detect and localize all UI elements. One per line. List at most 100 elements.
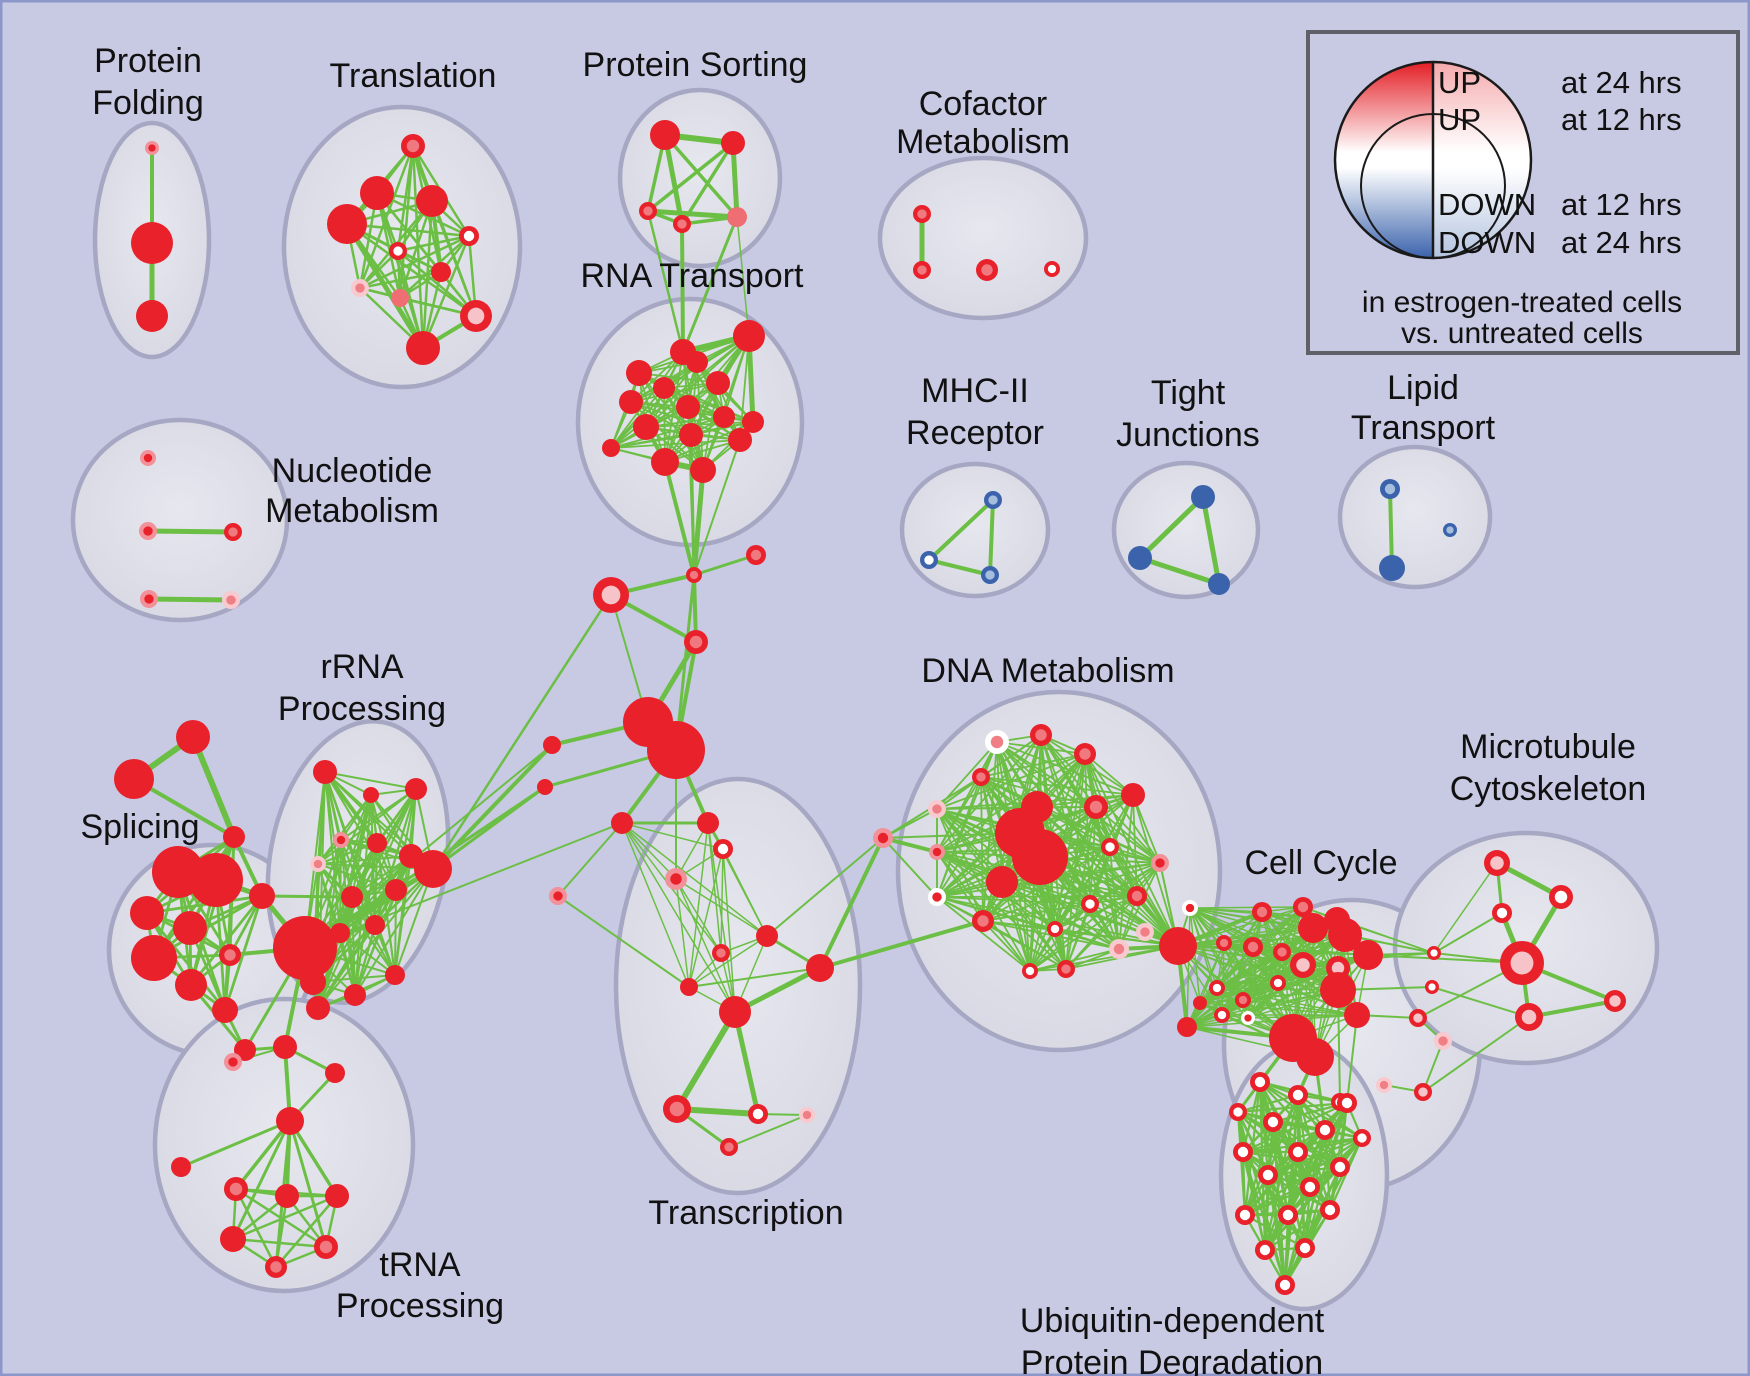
network-node-core	[977, 915, 989, 927]
cluster-label-line: Metabolism	[896, 123, 1070, 161]
network-edge	[732, 1009, 761, 1117]
network-edge	[927, 558, 992, 577]
network-node	[537, 779, 553, 795]
legend-footer-line: vs. untreated cells	[1401, 317, 1643, 350]
network-edge	[663, 387, 754, 423]
network-node-core	[1299, 1242, 1311, 1254]
network-node	[653, 377, 675, 399]
network-node-core	[1185, 903, 1195, 913]
network-edge	[1241, 1128, 1327, 1154]
cluster-label-line: Receptor	[906, 414, 1044, 452]
network-edge	[376, 842, 396, 976]
network-node	[647, 721, 705, 779]
network-edge	[675, 878, 768, 937]
network-node	[273, 916, 337, 980]
network-edge	[1199, 942, 1225, 1004]
network-edge	[936, 895, 1138, 898]
network-edge	[1527, 999, 1617, 1019]
network-edge	[312, 974, 396, 983]
network-node-core	[1089, 800, 1103, 814]
cluster-ellipse-mhc-ii-receptor	[899, 461, 1051, 599]
network-node	[1379, 555, 1405, 581]
network-edge	[1132, 794, 1161, 864]
cluster-label-rna-transport: RNA Transport	[581, 257, 805, 295]
network-edge	[354, 868, 434, 996]
network-edge	[980, 776, 1134, 796]
network-edge	[936, 896, 1031, 972]
network-edge	[1189, 907, 1201, 1004]
network-edge	[1283, 1165, 1342, 1287]
cluster-label-line: Ubiquitin-dependent	[1020, 1302, 1325, 1340]
network-node-core	[601, 585, 621, 605]
network-edge	[691, 467, 706, 578]
network-edge	[1422, 1040, 1444, 1093]
network-node-core	[1254, 1076, 1266, 1088]
network-edge	[693, 439, 741, 576]
network-edge	[1186, 907, 1191, 1028]
network-node	[1208, 573, 1230, 595]
cluster-labels: Protein Folding Translation Protein Sorting…	[80, 42, 1646, 1376]
network-node	[619, 390, 643, 414]
cluster-label-microtubule-cytoskeleton: Microtubule Cytoskeleton	[1450, 728, 1647, 808]
network-edge	[1189, 906, 1304, 909]
cluster-label-splicing: Splicing	[80, 808, 199, 846]
network-node	[173, 911, 207, 945]
network-edge	[688, 935, 768, 988]
network-edge	[1221, 989, 1339, 1016]
network-edge	[692, 553, 758, 577]
cluster-label-transcription: Transcription	[648, 1194, 843, 1232]
network-edge	[145, 528, 236, 535]
network-node-core	[553, 891, 563, 901]
cluster-ellipse-lipid-transport	[1337, 444, 1493, 590]
network-edge	[663, 133, 739, 219]
network-edge	[645, 416, 725, 428]
network-node-core	[1334, 1161, 1346, 1173]
network-node-core	[224, 949, 236, 961]
network-edge	[663, 133, 684, 226]
network-node	[249, 883, 275, 909]
cluster-label-line: Microtubule	[1460, 728, 1636, 766]
network-node-core	[932, 804, 942, 814]
network-node	[367, 833, 387, 853]
network-node-core	[1282, 1209, 1294, 1221]
network-node	[220, 1226, 246, 1252]
network-edge	[882, 837, 938, 898]
network-node-core	[724, 1142, 734, 1152]
network-node-core	[990, 735, 1004, 749]
network-edge	[1337, 989, 1341, 1103]
network-edge	[1277, 982, 1358, 1016]
network-node	[176, 720, 210, 754]
network-edge	[982, 920, 1067, 970]
network-node-core	[148, 144, 156, 152]
cluster-label-cell-cycle: Cell Cycle	[1244, 844, 1397, 882]
network-node	[1159, 927, 1197, 965]
network-node-core	[1237, 1146, 1249, 1158]
network-node	[130, 896, 164, 930]
network-edge	[1065, 895, 1138, 970]
network-node-core	[1259, 1244, 1271, 1256]
network-node-core	[1025, 966, 1035, 976]
network-node	[602, 439, 620, 457]
cluster-label-line: DNA Metabolism	[921, 652, 1174, 690]
cluster-label-line: Junctions	[1116, 416, 1260, 454]
cluster-label-cofactor-metabolism: Cofactor Metabolism	[896, 85, 1070, 161]
network-edge	[324, 771, 417, 790]
network-edge	[345, 222, 425, 350]
network-edge	[728, 1114, 808, 1148]
network-node	[680, 978, 698, 996]
network-edge	[722, 848, 768, 937]
network-node	[1353, 940, 1383, 970]
network-edge	[1132, 794, 1138, 897]
network-edge	[1029, 903, 1091, 972]
cluster-label-line: Cytoskeleton	[1450, 770, 1647, 808]
network-node-core	[143, 526, 153, 536]
network-node-core	[1217, 1010, 1227, 1020]
network-node-core	[670, 873, 682, 885]
network-node-core	[1273, 978, 1283, 988]
network-node	[742, 411, 764, 433]
network-node	[273, 1035, 297, 1059]
network-node-core	[716, 948, 726, 958]
network-edge	[936, 753, 1086, 810]
